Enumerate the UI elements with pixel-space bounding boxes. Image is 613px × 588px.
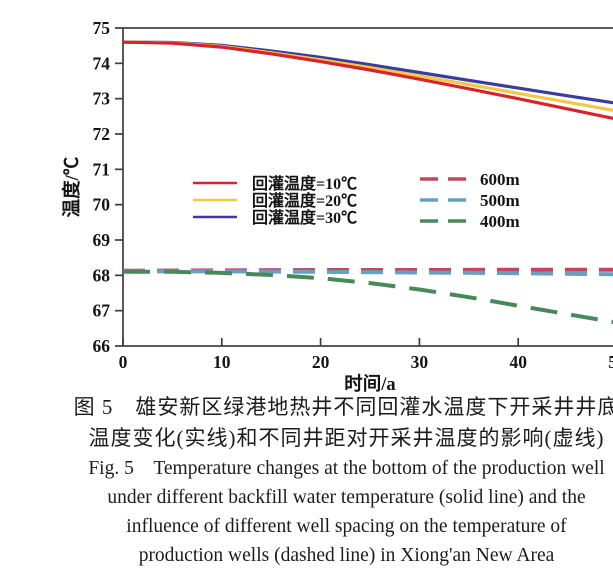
y-tick-label: 66 [93, 336, 111, 356]
x-tick-label: 20 [312, 352, 330, 372]
plot-border [122, 27, 613, 347]
caption-en-line-1: Fig. 5 Temperature changes at the bottom… [88, 458, 605, 479]
y-tick-label: 73 [93, 89, 111, 109]
x-tick-label: 40 [509, 352, 527, 372]
x-tick-label: 30 [411, 352, 429, 372]
y-tick-label: 70 [93, 195, 111, 215]
series-line-5 [123, 269, 613, 277]
x-tick-label: 0 [119, 352, 128, 372]
series-line-3 [122, 40, 613, 105]
y-tick-label: 75 [93, 18, 111, 38]
y-tick-label: 67 [93, 301, 111, 321]
series-line-6 [123, 269, 613, 325]
y-axis-title: 温度/℃ [61, 156, 83, 217]
legend-label-dashed-3: 400m [480, 212, 520, 231]
x-tick-label: 50 [608, 352, 613, 372]
y-tick-label: 72 [93, 124, 111, 144]
figure: 66 67 68 69 70 71 72 73 74 75 0 10 20 30 40 50 时间/a 温度/℃ 回… [40, 16, 613, 572]
legend-label-dashed-1: 600m [480, 170, 520, 189]
legend-label-solid-3: 回灌温度=30℃ [252, 208, 357, 227]
legend-label-solid-2: 回灌温度=20℃ [252, 191, 357, 210]
caption-cn-line-1: 图 5 雄安新区绿港地热井不同回灌水温度下开采井井底 [73, 395, 613, 419]
y-tick-label: 74 [93, 53, 111, 73]
figure-caption: 图 5 雄安新区绿港地热井不同回灌水温度下开采井井底 温度变化(实线)和不同井距… [40, 392, 613, 570]
legend-label-dashed-2: 500m [480, 191, 520, 210]
y-tick-label: 71 [93, 159, 111, 179]
x-axis-title: 时间/a [344, 374, 395, 392]
caption-cn-line-2: 温度变化(实线)和不同井距对开采井温度的影响(虚线) [88, 426, 605, 450]
x-tick-label: 10 [213, 352, 231, 372]
caption-en-line-3: influence of different well spacing on t… [126, 516, 567, 537]
y-tick-label: 68 [93, 265, 111, 285]
series-line-2 [122, 40, 613, 112]
legend-label-solid-1: 回灌温度=10℃ [252, 174, 357, 193]
temperature-chart: 66 67 68 69 70 71 72 73 74 75 0 10 20 30 40 50 时间/a 温度/℃ 回… [61, 18, 613, 392]
caption-en-line-2: under different backfill water temperatu… [107, 487, 586, 508]
y-tick-label: 69 [93, 230, 111, 250]
series-line-1 [122, 40, 613, 121]
